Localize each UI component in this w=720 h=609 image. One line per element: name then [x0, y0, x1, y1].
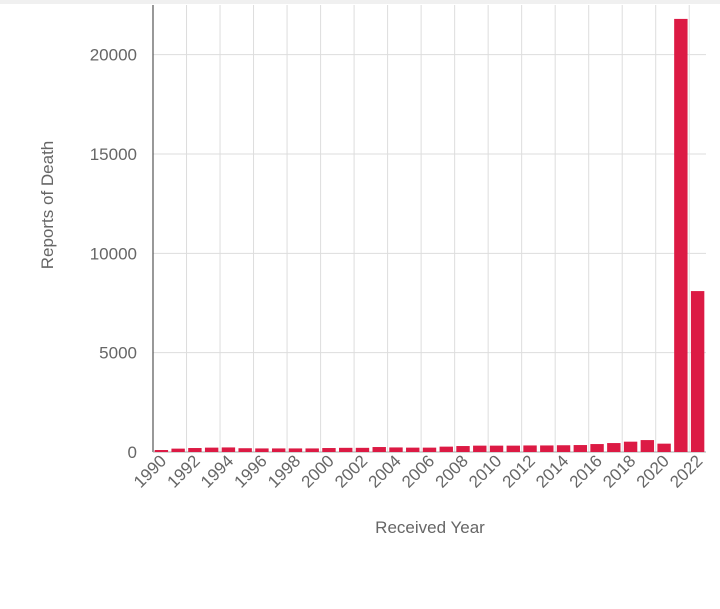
bar [607, 443, 621, 452]
bar [422, 447, 437, 452]
bar [305, 448, 319, 452]
bar [255, 448, 269, 452]
bar [690, 291, 705, 452]
x-tick-label: 2022 [666, 451, 706, 491]
x-tick-label: 1996 [231, 451, 271, 491]
bar [271, 448, 286, 452]
bar [389, 447, 403, 452]
bar [204, 447, 219, 452]
bar [221, 447, 236, 452]
bar [556, 445, 571, 452]
x-tick-label: 2014 [532, 451, 572, 491]
x-tick-label: 2018 [599, 451, 639, 491]
bar [623, 441, 638, 452]
x-tick-label: 1998 [264, 451, 304, 491]
bar [506, 445, 520, 452]
x-tick-label: 2008 [432, 451, 472, 491]
bar [657, 443, 671, 452]
x-tick-label: 2004 [365, 451, 405, 491]
y-tick-label: 10000 [90, 244, 137, 263]
x-tick-label: 2016 [566, 451, 606, 491]
y-tick-label: 15000 [90, 145, 137, 164]
bar [590, 444, 604, 452]
bar [339, 447, 353, 452]
bar [640, 440, 655, 452]
bar [439, 446, 453, 452]
bar [540, 445, 554, 452]
x-tick-label: 1994 [197, 451, 237, 491]
bar [489, 445, 504, 452]
bar [355, 447, 370, 452]
bar [372, 447, 386, 452]
bar [523, 445, 537, 452]
bar [288, 448, 303, 452]
bar [188, 448, 202, 452]
bar [573, 445, 588, 452]
y-tick-label: 5000 [99, 344, 137, 363]
y-axis-title: Reports of Death [38, 141, 57, 270]
x-tick-label: 2010 [465, 451, 505, 491]
bar [674, 18, 688, 452]
x-tick-label: 2000 [298, 451, 338, 491]
bar [406, 447, 420, 452]
bar [473, 445, 487, 452]
bar [322, 448, 336, 452]
bar [154, 450, 169, 452]
y-tick-label: 20000 [90, 46, 137, 65]
y-tick-label: 0 [128, 443, 137, 462]
x-tick-label: 2006 [398, 451, 438, 491]
x-tick-label: 2002 [331, 451, 371, 491]
x-axis-title: Received Year [375, 518, 485, 537]
x-tick-label: 2020 [633, 451, 673, 491]
bar [456, 446, 470, 452]
bar [171, 448, 185, 452]
x-tick-label: 2012 [499, 451, 539, 491]
top-bar [0, 0, 720, 4]
bar [238, 448, 252, 452]
x-tick-label: 1992 [164, 451, 204, 491]
